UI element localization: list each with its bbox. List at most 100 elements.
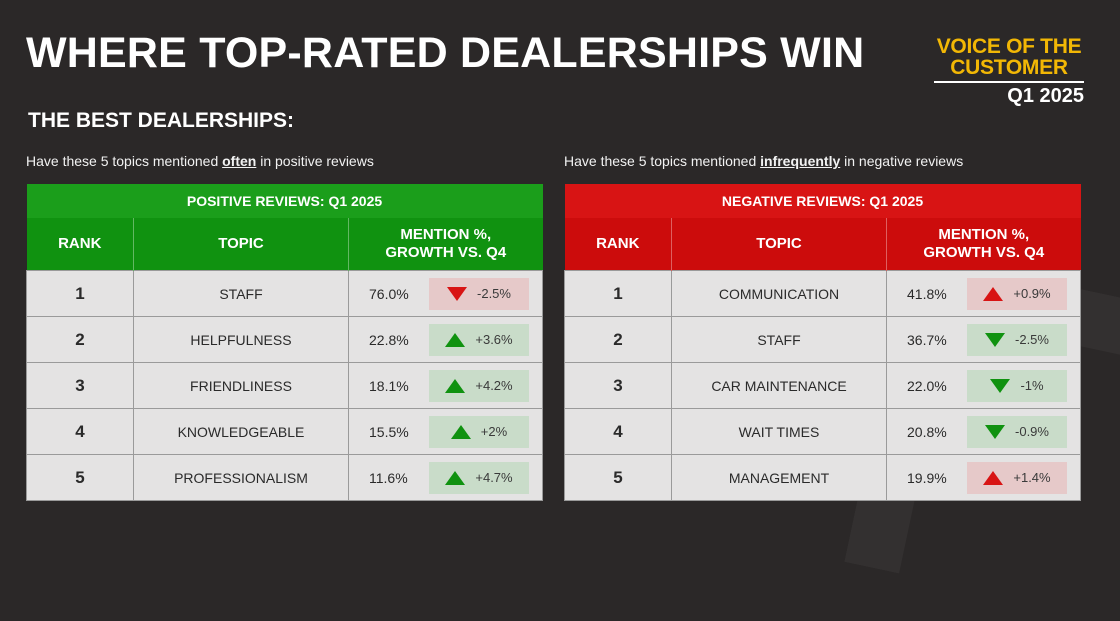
growth-badge: -2.5% xyxy=(967,323,1067,356)
growth-badge: +0.9% xyxy=(967,277,1067,310)
table-row: 2 HELPFULNESS 22.8% +3.6% xyxy=(26,316,544,363)
mention-wrap: 18.1% +4.2% xyxy=(349,363,542,408)
negative-intro: Have these 5 topics mentioned infrequent… xyxy=(564,152,1080,170)
mention-cell: 19.9% +1.4% xyxy=(885,454,1082,501)
growth-badge: +2% xyxy=(429,415,529,448)
page-title: WHERE TOP-RATED DEALERSHIPS WIN xyxy=(26,29,865,77)
mention-percent: 18.1% xyxy=(369,377,409,394)
mention-wrap: 76.0% -2.5% xyxy=(349,271,542,316)
mention-percent: 41.8% xyxy=(907,285,947,302)
topic-cell: STAFF xyxy=(133,270,349,317)
mention-wrap: 19.9% +1.4% xyxy=(887,455,1080,500)
growth-value: +1.4% xyxy=(1013,470,1051,485)
brand-line-1: VOICE OF THE xyxy=(936,35,1082,58)
mention-percent: 76.0% xyxy=(369,285,409,302)
topic-cell: STAFF xyxy=(671,316,887,363)
triangle-up-icon xyxy=(445,470,466,485)
mention-header-line-1: MENTION %, xyxy=(938,226,1030,243)
table-row: 5 PROFESSIONALISM 11.6% +4.7% xyxy=(26,454,544,501)
triangle-down-icon xyxy=(985,332,1006,347)
growth-value: +4.2% xyxy=(475,378,513,393)
mention-percent: 20.8% xyxy=(907,423,947,440)
positive-intro-pre: Have these 5 topics mentioned xyxy=(26,153,223,169)
negative-table-body: 1 COMMUNICATION 41.8% +0.9% 2 STAFF 36.7% -2.5%… xyxy=(564,270,1082,501)
mention-cell: 41.8% +0.9% xyxy=(885,270,1082,317)
mention-cell: 22.8% +3.6% xyxy=(347,316,544,363)
table-row: 4 WAIT TIMES 20.8% -0.9% xyxy=(564,408,1082,455)
topic-header: TOPIC xyxy=(133,218,349,271)
mention-cell: 15.5% +2% xyxy=(347,408,544,455)
positive-table-body: 1 STAFF 76.0% -2.5% 2 HELPFULNESS 22.8% +3.6% 3 F… xyxy=(26,270,544,501)
rank-cell: 5 xyxy=(26,454,134,501)
growth-badge: -0.9% xyxy=(967,415,1067,448)
mention-wrap: 15.5% +2% xyxy=(349,409,542,454)
negative-intro-post: in negative reviews xyxy=(840,153,964,169)
topic-cell: HELPFULNESS xyxy=(133,316,349,363)
negative-intro-pre: Have these 5 topics mentioned xyxy=(564,153,761,169)
mention-percent: 22.0% xyxy=(907,377,947,394)
negative-reviews-table: NEGATIVE REVIEWS: Q1 2025 RANK TOPIC MEN… xyxy=(564,184,1082,501)
mention-cell: 36.7% -2.5% xyxy=(885,316,1082,363)
triangle-down-icon xyxy=(985,424,1006,439)
rank-cell: 3 xyxy=(564,362,672,409)
mention-wrap: 11.6% +4.7% xyxy=(349,455,542,500)
triangle-down-icon xyxy=(447,286,468,301)
growth-value: -1% xyxy=(1020,378,1044,393)
mention-wrap: 22.8% +3.6% xyxy=(349,317,542,362)
table-row: 5 MANAGEMENT 19.9% +1.4% xyxy=(564,454,1082,501)
growth-badge: +3.6% xyxy=(429,323,529,356)
growth-badge: -2.5% xyxy=(429,277,529,310)
growth-badge: -1% xyxy=(967,369,1067,402)
topic-cell: MANAGEMENT xyxy=(671,454,887,501)
mention-cell: 20.8% -0.9% xyxy=(885,408,1082,455)
table-row: 4 KNOWLEDGEABLE 15.5% +2% xyxy=(26,408,544,455)
rank-cell: 2 xyxy=(564,316,672,363)
growth-value: +4.7% xyxy=(475,470,513,485)
mention-header-line-1: MENTION %, xyxy=(400,226,492,243)
positive-intro-emphasis: often xyxy=(222,153,257,169)
positive-reviews-table: POSITIVE REVIEWS: Q1 2025 RANK TOPIC MEN… xyxy=(26,184,544,501)
positive-intro: Have these 5 topics mentioned often in p… xyxy=(26,152,542,170)
brand-divider xyxy=(934,81,1084,83)
growth-value: +3.6% xyxy=(475,332,513,347)
brand-logo: VOICE OF THE CUSTOMER Q1 2025 xyxy=(934,36,1084,107)
table-row: 3 FRIENDLINESS 18.1% +4.2% xyxy=(26,362,544,409)
positive-intro-post: in positive reviews xyxy=(256,153,374,169)
topic-cell: CAR MAINTENANCE xyxy=(671,362,887,409)
mention-wrap: 22.0% -1% xyxy=(887,363,1080,408)
table-row: 1 COMMUNICATION 41.8% +0.9% xyxy=(564,270,1082,317)
growth-value: -2.5% xyxy=(1015,332,1049,347)
rank-header: RANK xyxy=(26,218,134,271)
triangle-up-icon xyxy=(445,378,466,393)
mention-cell: 22.0% -1% xyxy=(885,362,1082,409)
mention-percent: 19.9% xyxy=(907,469,947,486)
topic-header: TOPIC xyxy=(671,218,887,271)
triangle-up-icon xyxy=(983,286,1004,301)
growth-value: +2% xyxy=(480,424,508,439)
triangle-up-icon xyxy=(983,470,1004,485)
growth-badge: +4.7% xyxy=(429,461,529,494)
topic-cell: FRIENDLINESS xyxy=(133,362,349,409)
section-subtitle: THE BEST DEALERSHIPS: xyxy=(28,109,295,132)
growth-badge: +4.2% xyxy=(429,369,529,402)
rank-cell: 4 xyxy=(564,408,672,455)
topic-cell: COMMUNICATION xyxy=(671,270,887,317)
mention-wrap: 41.8% +0.9% xyxy=(887,271,1080,316)
mention-header: MENTION %, GROWTH VS. Q4 xyxy=(348,218,543,271)
mention-wrap: 20.8% -0.9% xyxy=(887,409,1080,454)
triangle-down-icon xyxy=(990,378,1011,393)
mention-header-line-2: GROWTH VS. Q4 xyxy=(385,244,507,261)
negative-table-band: NEGATIVE REVIEWS: Q1 2025 xyxy=(564,184,1081,218)
mention-percent: 15.5% xyxy=(369,423,409,440)
rank-cell: 3 xyxy=(26,362,134,409)
rank-cell: 5 xyxy=(564,454,672,501)
growth-badge: +1.4% xyxy=(967,461,1067,494)
table-row: 1 STAFF 76.0% -2.5% xyxy=(26,270,544,317)
topic-cell: PROFESSIONALISM xyxy=(133,454,349,501)
mention-header-line-2: GROWTH VS. Q4 xyxy=(923,244,1045,261)
rank-cell: 1 xyxy=(26,270,134,317)
rank-cell: 4 xyxy=(26,408,134,455)
mention-wrap: 36.7% -2.5% xyxy=(887,317,1080,362)
positive-table-band: POSITIVE REVIEWS: Q1 2025 xyxy=(26,184,543,218)
negative-intro-emphasis: infrequently xyxy=(760,153,841,169)
